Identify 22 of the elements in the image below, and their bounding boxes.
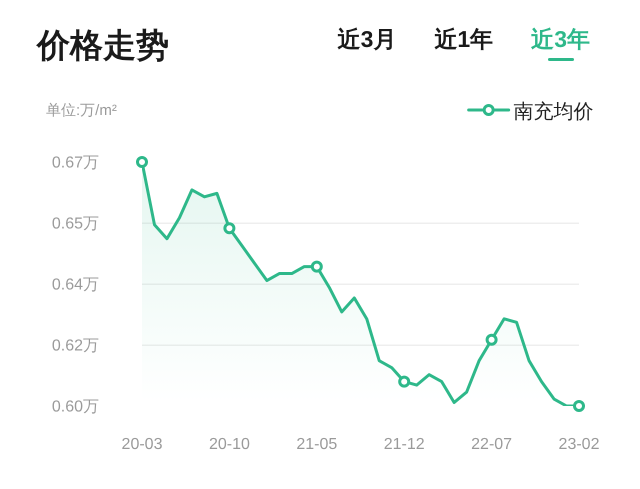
y-axis-title: 单位:万/m²	[46, 102, 117, 119]
point	[223, 222, 236, 234]
period-tab[interactable]: 近1年	[434, 25, 494, 53]
y-tick-label: 0.62万	[52, 338, 99, 355]
point	[398, 376, 410, 388]
y-tick-label: 0.60万	[52, 398, 99, 416]
period-tab[interactable]: 近3月	[338, 25, 396, 53]
y-tick-label: 0.65万	[52, 216, 99, 233]
point	[486, 334, 498, 346]
chart-title: 价格走势	[35, 26, 169, 64]
x-tick-label: 22-07	[471, 436, 512, 453]
x-tick-label: 20-03	[122, 436, 163, 453]
point	[136, 156, 148, 168]
x-tick-label: 20-10	[208, 436, 250, 453]
y-tick-label: 0.67万	[52, 154, 99, 172]
point	[573, 400, 585, 412]
x-tick-label: 23-02	[558, 436, 600, 453]
y-tick-label: 0.64万	[52, 276, 99, 294]
x-tick-label: 21-12	[384, 436, 425, 453]
x-tick-label: 21-05	[296, 436, 338, 453]
point	[310, 260, 323, 273]
legend-label: 南充均价	[514, 100, 594, 123]
